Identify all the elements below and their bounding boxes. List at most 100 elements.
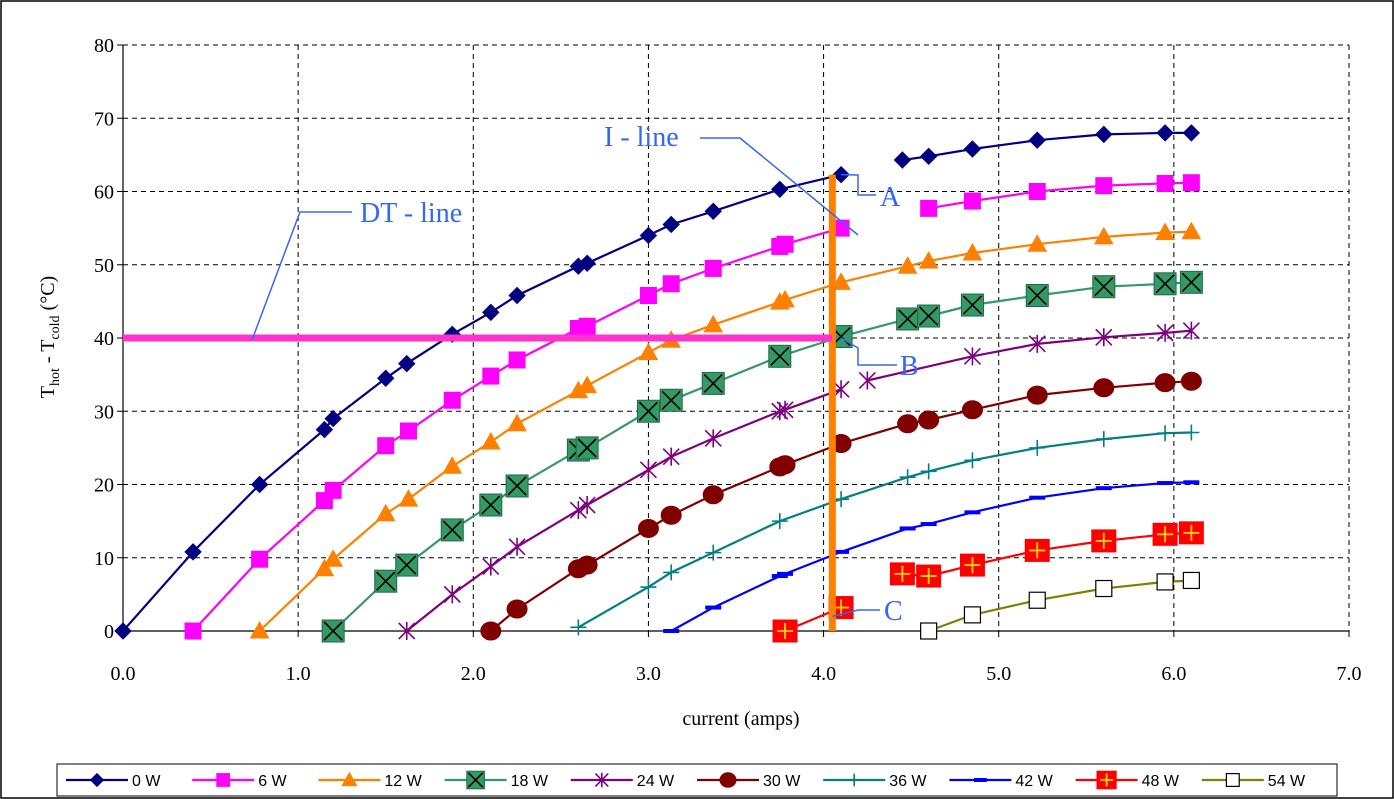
data-point-36w: [1029, 439, 1046, 456]
legend-item-42w: 42 W: [949, 773, 1054, 790]
data-point-30w: [637, 518, 659, 538]
data-point-0w: [578, 254, 596, 272]
data-point-0w: [919, 147, 938, 166]
marker-cross: [1094, 277, 1114, 297]
series-42w: [663, 480, 1200, 633]
data-point-0w: [662, 215, 680, 234]
legend-label-54w: 54 W: [1268, 773, 1306, 790]
y-tick-label: 50: [94, 255, 114, 277]
data-point-36w: [1095, 431, 1112, 448]
y-tick-label: 70: [94, 108, 114, 130]
series-line-24w: [867, 329, 1192, 382]
data-point-18w: [1025, 284, 1049, 308]
legend-item-36w: 36 W: [823, 773, 927, 790]
marker-cross: [1027, 285, 1047, 306]
marker-cross: [661, 390, 681, 410]
data-point-48w: [1091, 529, 1117, 553]
data-point-6w: [704, 259, 722, 277]
marker-plus: [1029, 542, 1046, 559]
marker-plus: [1183, 524, 1200, 541]
point-b-label: B: [900, 351, 919, 382]
data-point-18w: [701, 371, 725, 395]
data-point-18w: [917, 304, 941, 328]
data-point-30w: [774, 455, 796, 475]
data-point-6w: [399, 422, 417, 440]
data-point-18w: [1092, 275, 1116, 299]
data-point-36w: [640, 579, 657, 596]
data-point-24w: [662, 447, 680, 466]
legend: 0 W 6 W 12 W 18 W 24 W 30 W 36 W 42 W 48 W 54 W: [66, 770, 1306, 790]
marker-plus: [964, 557, 981, 574]
legend-label-24w: 24 W: [637, 773, 675, 790]
data-point-42w: [1157, 481, 1174, 486]
legend-label-30w: 30 W: [763, 773, 801, 790]
legend-item-24w: 24 W: [570, 772, 675, 790]
data-point-6w: [443, 391, 461, 409]
data-point-6w: [662, 275, 680, 293]
legend-marker-0w: [89, 772, 105, 788]
data-point-0w: [704, 202, 722, 220]
marker-cross: [898, 309, 918, 329]
legend-item-48w: 48 W: [1075, 770, 1180, 790]
marker-cross: [703, 373, 723, 393]
data-point-48w: [959, 553, 985, 577]
data-point-24w: [858, 371, 876, 390]
data-point-24w: [398, 622, 416, 640]
i-line-leader: [700, 137, 859, 236]
data-point-18w: [896, 307, 920, 331]
data-point-18w: [659, 388, 683, 412]
legend-label-48w: 48 W: [1142, 773, 1180, 790]
marker-cross: [507, 476, 527, 496]
data-point-12w: [1181, 221, 1202, 240]
marker-plus: [894, 565, 911, 582]
data-point-12w: [1027, 234, 1048, 252]
data-point-30w: [702, 485, 724, 505]
data-point-0w: [250, 475, 269, 494]
y-tick-label: 30: [94, 401, 114, 423]
data-point-42w: [663, 629, 680, 633]
data-point-6w: [377, 437, 395, 455]
data-point-30w: [506, 599, 528, 619]
x-tick-label: 6.0: [1161, 663, 1186, 685]
data-point-42w: [777, 571, 794, 576]
y-axis-label-main: T: [37, 386, 59, 398]
data-point-54w: [1182, 571, 1200, 590]
data-point-12w: [375, 503, 396, 522]
data-point-30w: [1180, 371, 1202, 391]
series-18w: [321, 270, 1203, 643]
data-point-12w: [918, 251, 939, 269]
legend-label-0w: 0 W: [132, 773, 161, 790]
x-tick-label: 3.0: [636, 663, 661, 685]
data-point-18w: [1179, 270, 1203, 294]
data-point-6w: [776, 235, 794, 253]
series-0w: [114, 124, 1201, 640]
data-point-12w: [507, 413, 527, 432]
data-point-0w: [1182, 124, 1201, 142]
data-point-42w: [899, 526, 916, 531]
data-point-0w: [482, 303, 500, 322]
data-point-42w: [1029, 495, 1046, 500]
data-point-54w: [1095, 579, 1113, 598]
data-point-6w: [1028, 183, 1046, 200]
marker-cross: [467, 772, 484, 788]
data-point-18w: [440, 518, 464, 542]
series-line-42w: [670, 481, 1192, 632]
legend-marker-48w: [1096, 770, 1117, 790]
data-point-0w: [1156, 124, 1174, 142]
data-point-48w: [772, 619, 798, 643]
data-point-24w: [1182, 321, 1200, 340]
y-tick-label: 40: [94, 328, 114, 350]
data-point-0w: [324, 409, 342, 428]
marker-cross: [1155, 274, 1175, 294]
marker-cross: [376, 571, 396, 591]
data-point-36w: [663, 564, 680, 581]
point-c-label: C: [884, 596, 903, 627]
data-point-12w: [962, 243, 983, 261]
data-point-12w: [831, 272, 851, 290]
data-point-48w: [1152, 522, 1178, 546]
data-point-30w: [1026, 385, 1048, 405]
marker-plus: [777, 623, 794, 639]
data-point-48w: [889, 562, 915, 586]
marker-cross: [323, 621, 343, 641]
data-point-6w: [578, 317, 596, 335]
